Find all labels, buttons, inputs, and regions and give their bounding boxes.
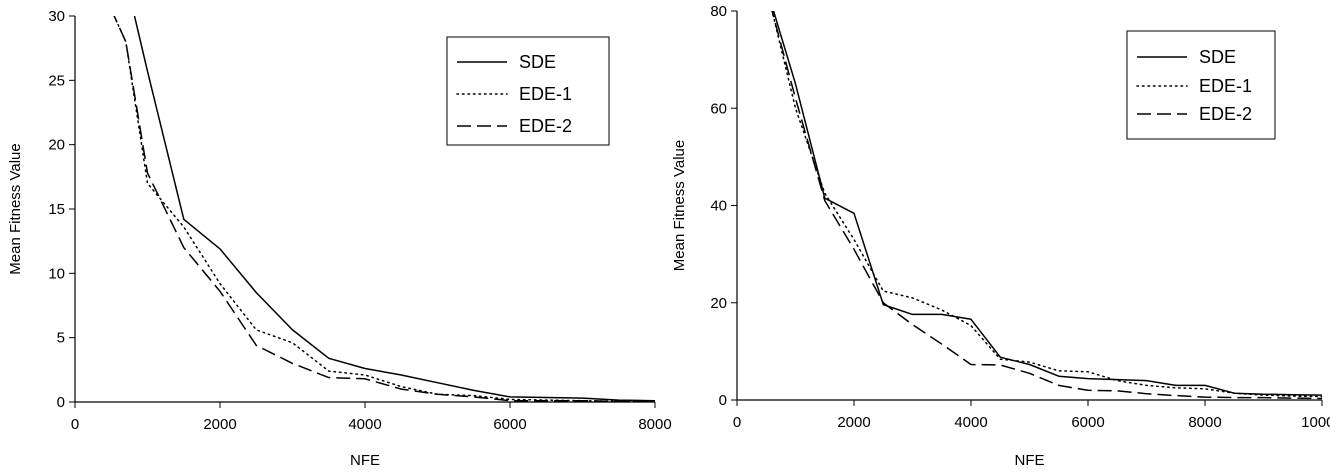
legend-box (446, 36, 610, 146)
series-line-ede-2 (113, 16, 655, 403)
legend-label: EDE-1 (519, 84, 572, 104)
legend-label: SDE (1199, 47, 1236, 67)
x-tick-label: 2000 (203, 416, 236, 433)
y-tick-label: 20 (710, 295, 727, 312)
x-tick-label: 4000 (954, 414, 987, 431)
y-tick-label: 10 (48, 265, 65, 282)
x-tick-label: 8000 (1188, 414, 1221, 431)
y-tick-label: 60 (710, 100, 727, 117)
y-tick-label: 0 (719, 392, 727, 409)
y-axis-title: Mean Fitness Value (7, 143, 24, 274)
x-axis-title: NFE (350, 452, 380, 469)
x-tick-label: 10000 (1301, 414, 1330, 431)
series-line-sde (772, 11, 1322, 396)
x-axis-title: NFE (1015, 452, 1045, 469)
y-tick-label: 30 (48, 8, 65, 25)
plot-area (770, 11, 1322, 400)
y-tick-label: 80 (710, 3, 727, 20)
legend-label: SDE (519, 52, 556, 72)
y-tick-label: 40 (710, 198, 727, 215)
series-line-ede-1 (770, 11, 1322, 398)
series-line-sde (133, 16, 655, 402)
x-tick-label: 8000 (638, 416, 671, 433)
plot-area (113, 16, 655, 403)
chart-left: 0 5 10 15 20 25 30 0 2000 4000 6000 8000 NFE Mean Fit… (7, 8, 672, 469)
legend-box (1126, 30, 1276, 140)
x-tick-label: 0 (71, 416, 79, 433)
y-tick-label: 25 (48, 72, 65, 89)
legend-label: EDE-1 (1199, 76, 1252, 96)
x-tick-label: 4000 (348, 416, 381, 433)
y-tick-label: 20 (48, 137, 65, 154)
legend: SDE EDE-1 EDE-2 (1126, 30, 1276, 140)
y-tick-label: 15 (48, 201, 65, 218)
legend-label: EDE-2 (1199, 104, 1252, 124)
x-tick-label: 6000 (493, 416, 526, 433)
series-line-ede-2 (770, 11, 1322, 400)
x-tick-label: 2000 (837, 414, 870, 431)
y-tick-label: 5 (57, 330, 65, 347)
x-tick-label: 0 (733, 414, 741, 431)
chart-right: 0 20 40 60 80 0 2000 4000 6000 8000 10000 NFE Mean F… (671, 3, 1330, 469)
y-tick-label: 0 (57, 394, 65, 411)
x-tick-label: 6000 (1071, 414, 1104, 431)
legend: SDE EDE-1 EDE-2 (446, 36, 610, 146)
y-axis-title: Mean Fitness Value (671, 140, 688, 271)
legend-label: EDE-2 (519, 116, 572, 136)
